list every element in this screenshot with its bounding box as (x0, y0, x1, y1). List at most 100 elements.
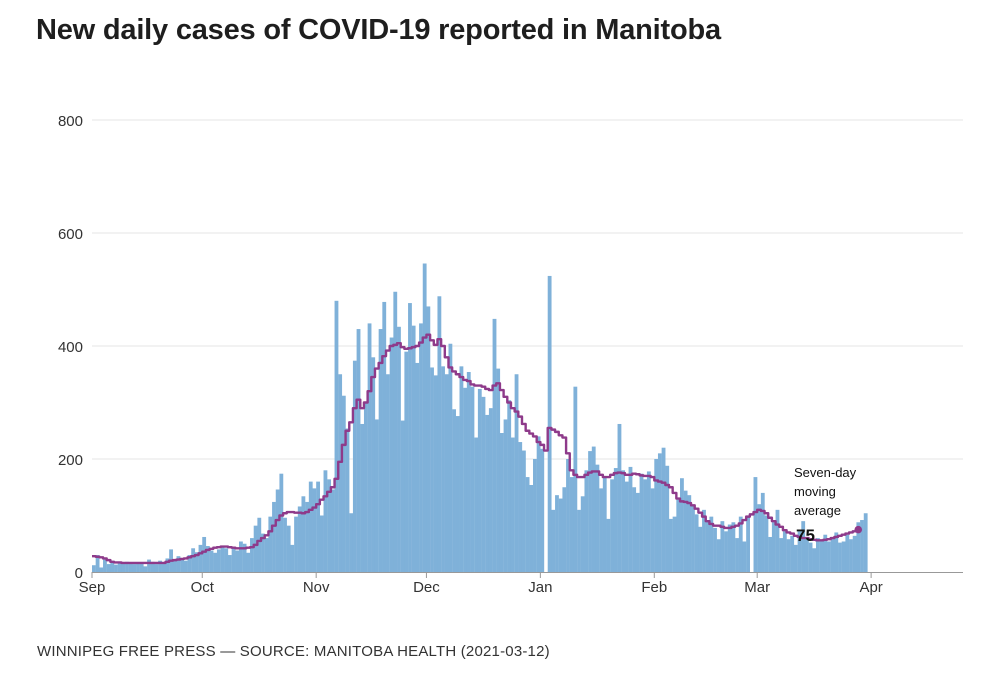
moving-average-line (92, 333, 861, 565)
bar (275, 489, 280, 572)
bar (213, 552, 218, 572)
bar (547, 275, 552, 572)
bar (279, 473, 284, 572)
bar (661, 447, 666, 572)
bar (430, 367, 434, 572)
bar (760, 492, 765, 572)
bar (863, 513, 868, 572)
bar (323, 470, 328, 572)
bar (804, 538, 809, 572)
bar (650, 488, 655, 572)
bar (132, 564, 137, 572)
bar (374, 419, 379, 572)
bar (415, 362, 420, 572)
bar (823, 534, 828, 572)
bar (830, 536, 835, 572)
bar (646, 471, 651, 572)
bar (341, 395, 346, 572)
bar (114, 564, 118, 572)
bar (668, 518, 673, 572)
bar (797, 531, 802, 572)
y-tick-label: 400 (58, 339, 83, 356)
bar (735, 538, 739, 572)
bar (312, 488, 317, 572)
bar (860, 520, 864, 572)
bar (360, 423, 365, 572)
x-tick-label: Jan (528, 579, 552, 596)
bar (782, 531, 787, 572)
bar (602, 475, 607, 572)
bar (95, 555, 100, 572)
bar (205, 546, 210, 572)
bar (103, 559, 107, 572)
bar (503, 419, 508, 572)
bar (426, 306, 431, 572)
bar (209, 550, 214, 572)
bar (521, 450, 526, 572)
bar (250, 538, 254, 572)
bar (588, 451, 592, 572)
bar (334, 300, 339, 572)
bar (507, 400, 512, 572)
y-tick-label: 200 (58, 452, 83, 469)
bar (525, 477, 530, 572)
bar (305, 501, 309, 572)
bar (198, 544, 203, 572)
bar (584, 470, 589, 572)
bar (628, 466, 633, 572)
bar (485, 414, 490, 572)
bar (606, 518, 611, 572)
bar (580, 496, 585, 572)
bar (444, 374, 449, 572)
bar (624, 481, 629, 572)
bar (518, 442, 523, 572)
annotation-line-2: moving (794, 484, 836, 499)
bar (812, 548, 817, 572)
bar (680, 478, 684, 572)
bar (176, 556, 181, 572)
bar (363, 402, 368, 572)
bar (371, 357, 376, 572)
bar (161, 562, 166, 572)
bar (694, 514, 699, 572)
bar (378, 329, 383, 572)
bar (591, 446, 596, 572)
bar (422, 263, 427, 572)
bar (316, 481, 321, 572)
bar (613, 468, 618, 572)
bar (389, 337, 394, 572)
bar (216, 549, 221, 572)
bar (657, 453, 662, 572)
bar (573, 386, 578, 572)
x-tick-label: Sep (79, 579, 106, 596)
bar (856, 522, 861, 572)
x-tick-label: Oct (191, 579, 215, 596)
bar (499, 433, 504, 572)
bar (705, 521, 710, 572)
bar (319, 515, 324, 572)
bar (92, 565, 96, 572)
y-tick-label: 600 (58, 226, 83, 243)
bar (121, 563, 126, 572)
bar (227, 555, 232, 572)
bar (687, 495, 692, 572)
bar (753, 477, 758, 572)
bar (165, 558, 170, 572)
bar (393, 291, 398, 572)
y-tick-label: 0 (75, 565, 83, 582)
y-axis-ticks: 0 200 400 600 800 (58, 113, 83, 582)
bar (841, 541, 846, 572)
bar (194, 552, 199, 572)
source-credit: WINNIPEG FREE PRESS — SOURCE: MANITOBA H… (37, 643, 550, 660)
bar (720, 521, 725, 572)
bar (202, 536, 207, 572)
bar (408, 303, 412, 572)
bar (352, 360, 357, 572)
bar (349, 513, 354, 572)
bar (187, 555, 192, 572)
bar (301, 496, 306, 572)
bar (566, 459, 570, 572)
bar (327, 479, 332, 572)
bar (757, 504, 762, 572)
